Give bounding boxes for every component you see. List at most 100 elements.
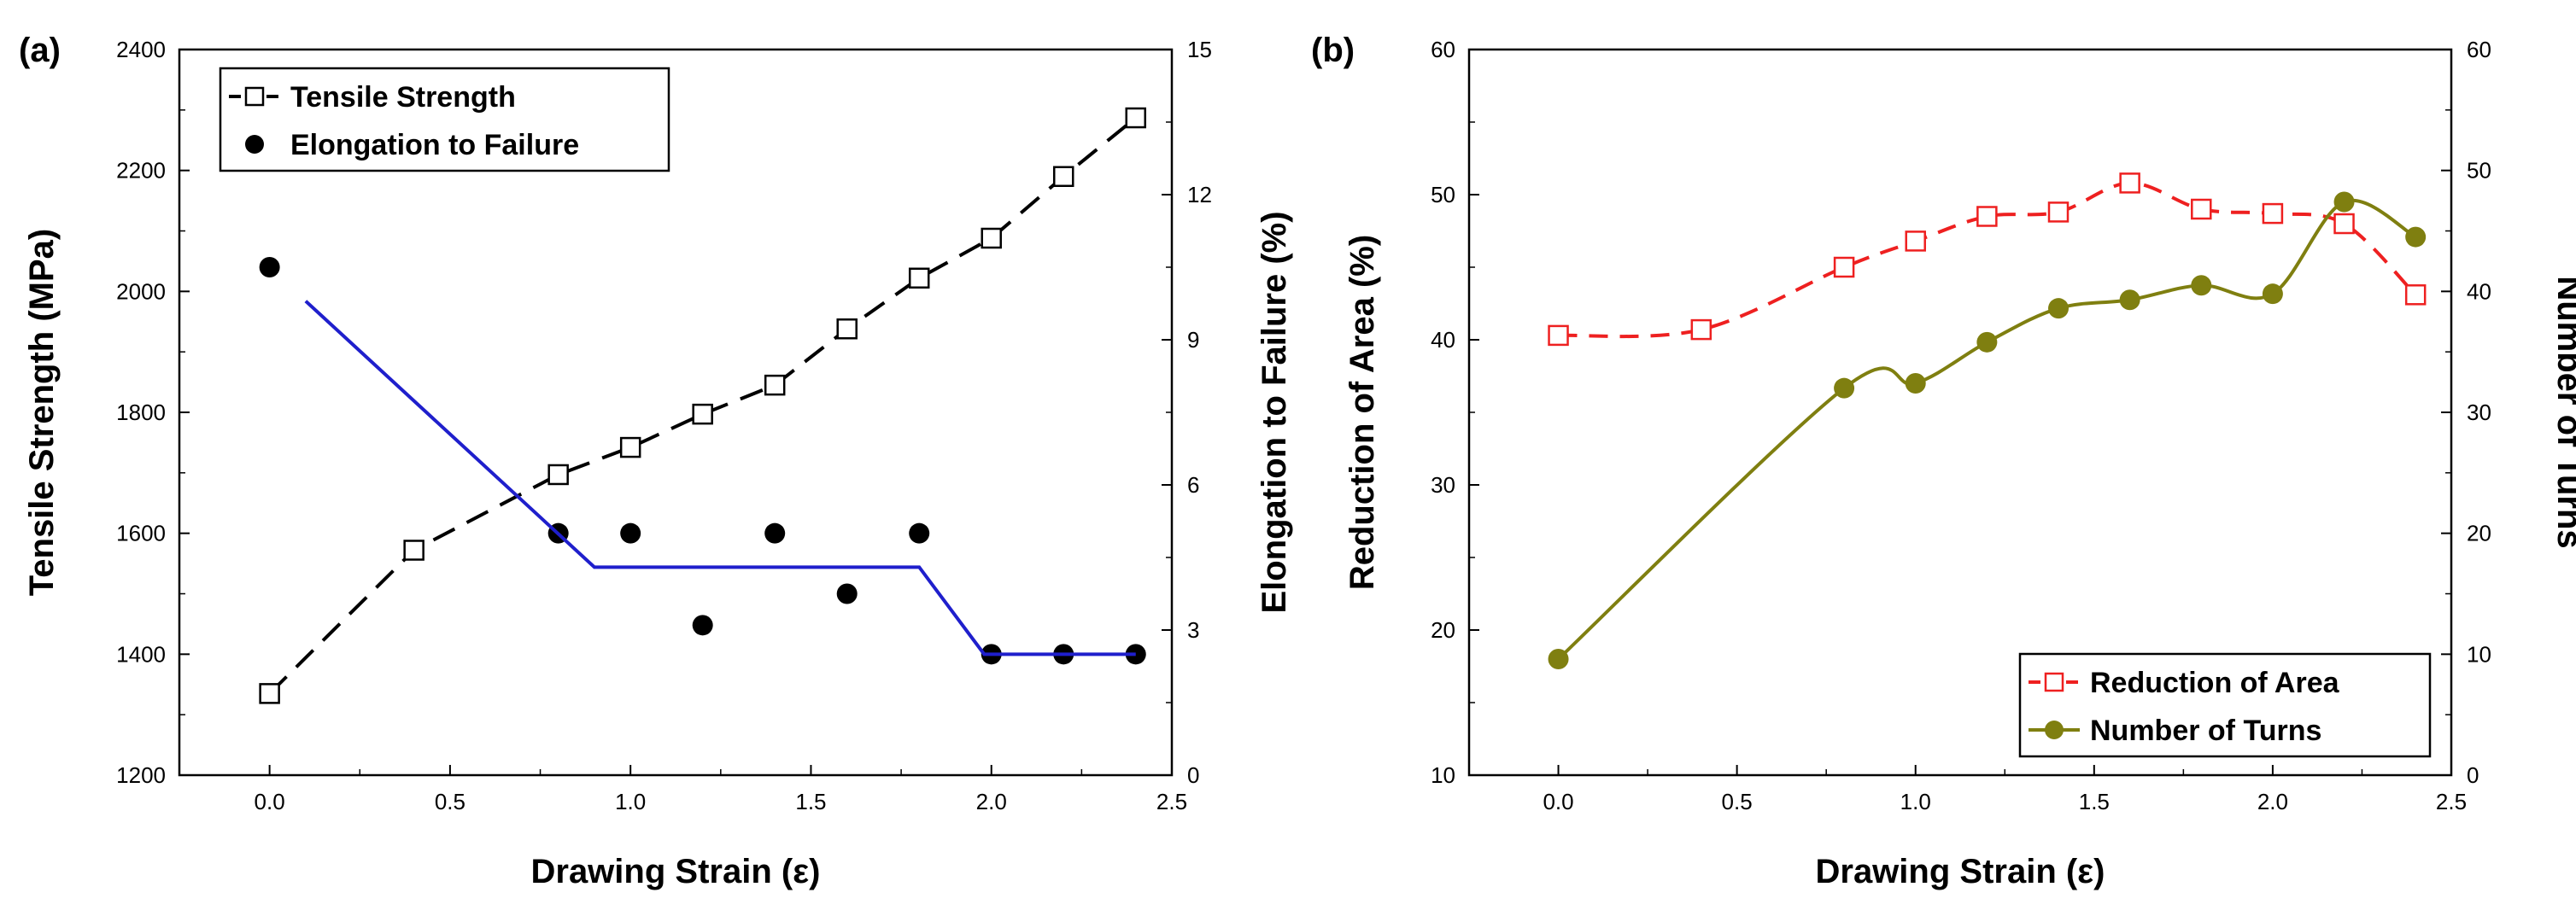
legend-entry: Tensile Strength — [229, 81, 516, 114]
data-point — [1548, 649, 1569, 669]
x-tick-label: 2.0 — [2257, 789, 2288, 814]
data-point — [2262, 202, 2284, 225]
legend-entry: Elongation to Failure — [245, 129, 579, 161]
legend-marker — [2044, 672, 2064, 692]
right-y-tick-label: 3 — [1187, 617, 1199, 643]
data-point — [2048, 298, 2069, 319]
legend-marker — [244, 86, 265, 107]
chart-panel-b: (b) 0.0 0.5 1.0 1.5 2.0 2.5 Drawing Strain (ε) 1… — [1311, 32, 2576, 890]
data-point — [2333, 191, 2355, 213]
x-tick-label: 1.5 — [795, 789, 826, 814]
legend-label: Tensile Strength — [290, 81, 516, 114]
data-point — [908, 267, 930, 289]
x-tick-label: 0.0 — [1543, 789, 1573, 814]
legend-marker — [2045, 721, 2064, 739]
legend-label: Elongation to Failure — [290, 129, 579, 161]
right-y-tick-label: 0 — [1187, 762, 1199, 788]
right-y-axis: 0 3 6 9 12 15 Elongation to Failure (%) — [1162, 37, 1293, 788]
legend-box — [219, 67, 670, 172]
right-y-tick-label: 30 — [2467, 400, 2491, 425]
data-point — [2405, 226, 2427, 248]
data-point — [1833, 256, 1855, 278]
data-point — [1548, 324, 1569, 347]
legend-marker — [245, 135, 264, 154]
series-number-of-turns — [1548, 191, 2427, 669]
data-point — [692, 403, 713, 425]
right-y-tick-label: 60 — [2467, 37, 2491, 62]
left-y-tick-label: 20 — [1431, 617, 1455, 643]
panel-label: (a) — [19, 32, 61, 69]
left-y-axis-label: Tensile Strength (MPa) — [23, 229, 61, 596]
left-y-axis-label: Reduction of Area (%) — [1344, 235, 1381, 590]
right-y-tick-label: 12 — [1187, 182, 1212, 207]
right-y-axis-label: Number of Turns — [2550, 276, 2576, 548]
left-y-tick-label: 2400 — [116, 37, 166, 62]
data-point — [1052, 166, 1074, 187]
data-point — [764, 522, 786, 544]
x-tick-label: 1.0 — [615, 789, 646, 814]
right-y-tick-label: 10 — [2467, 641, 2491, 667]
left-y-tick-label: 30 — [1431, 472, 1455, 498]
x-tick-label: 0.5 — [1722, 789, 1753, 814]
legend-entry: Reduction of Area — [2029, 667, 2340, 699]
series-line — [1558, 181, 2417, 339]
x-tick-label: 1.5 — [2079, 789, 2110, 814]
data-point — [2191, 275, 2212, 296]
right-y-tick-label: 20 — [2467, 521, 2491, 546]
series-line — [268, 116, 1138, 695]
data-point — [1976, 206, 1998, 227]
data-point — [2404, 284, 2427, 306]
data-point — [836, 318, 858, 340]
left-y-axis: 1200 1400 1600 1800 2000 2200 2400 Tensile Stre… — [23, 37, 190, 788]
data-point — [2119, 172, 2140, 194]
data-point — [2262, 283, 2283, 305]
series-tensile-strength — [259, 107, 1146, 704]
data-point — [764, 374, 786, 396]
x-axis-label: Drawing Strain (ε) — [1815, 853, 2105, 890]
legend-label: Reduction of Area — [2090, 667, 2340, 699]
left-y-tick-label: 2200 — [116, 158, 166, 184]
data-point — [2191, 198, 2212, 220]
left-y-tick-label: 50 — [1431, 182, 1455, 207]
left-y-tick-label: 1200 — [116, 762, 166, 788]
data-point — [2333, 213, 2355, 235]
data-point — [1905, 373, 1926, 394]
legend: Reduction of Area Number of Turns — [2018, 652, 2432, 758]
x-axis: 0.0 0.5 1.0 1.5 2.0 2.5 Drawing Strain (ε) — [1543, 765, 2467, 890]
series-reduction-of-area — [1548, 172, 2427, 347]
legend: Tensile Strength Elongation to Failure — [219, 67, 670, 172]
data-point — [259, 683, 280, 704]
left-y-tick-label: 1600 — [116, 521, 166, 546]
right-y-axis: 0 10 20 30 40 50 60 Number of Turns — [2441, 37, 2576, 788]
left-y-tick-label: 10 — [1431, 762, 1455, 788]
data-point — [981, 227, 1002, 249]
data-point — [1125, 107, 1146, 129]
x-axis-label: Drawing Strain (ε) — [530, 853, 820, 890]
data-point — [836, 583, 858, 604]
series-elongation-to-failure — [259, 257, 1146, 665]
x-tick-label: 2.5 — [1156, 789, 1187, 814]
x-tick-label: 0.0 — [255, 789, 285, 814]
chart-panel-a: (a) 0.0 0.5 1.0 1.5 2.0 2.5 Drawing Strain (ε) 1… — [19, 32, 1293, 890]
data-point — [1690, 318, 1712, 341]
legend-label: Number of Turns — [2090, 715, 2321, 747]
right-y-tick-label: 0 — [2467, 762, 2479, 788]
data-point — [403, 540, 424, 561]
panel-label: (b) — [1311, 32, 1355, 69]
left-y-tick-label: 1800 — [116, 400, 166, 425]
data-point — [2119, 289, 2140, 311]
x-tick-label: 2.0 — [976, 789, 1007, 814]
data-point — [259, 257, 280, 277]
legend-entry: Number of Turns — [2029, 715, 2321, 747]
right-y-axis-label: Elongation to Failure (%) — [1256, 211, 1293, 613]
right-y-tick-label: 6 — [1187, 472, 1199, 498]
data-point — [619, 436, 641, 458]
legend-box — [2018, 652, 2432, 758]
data-point — [620, 522, 641, 544]
x-axis: 0.0 0.5 1.0 1.5 2.0 2.5 Drawing Strain (ε) — [255, 765, 1187, 890]
data-point — [547, 464, 569, 486]
right-y-tick-label: 50 — [2467, 158, 2491, 184]
x-tick-label: 0.5 — [435, 789, 465, 814]
data-point — [1976, 331, 1998, 353]
